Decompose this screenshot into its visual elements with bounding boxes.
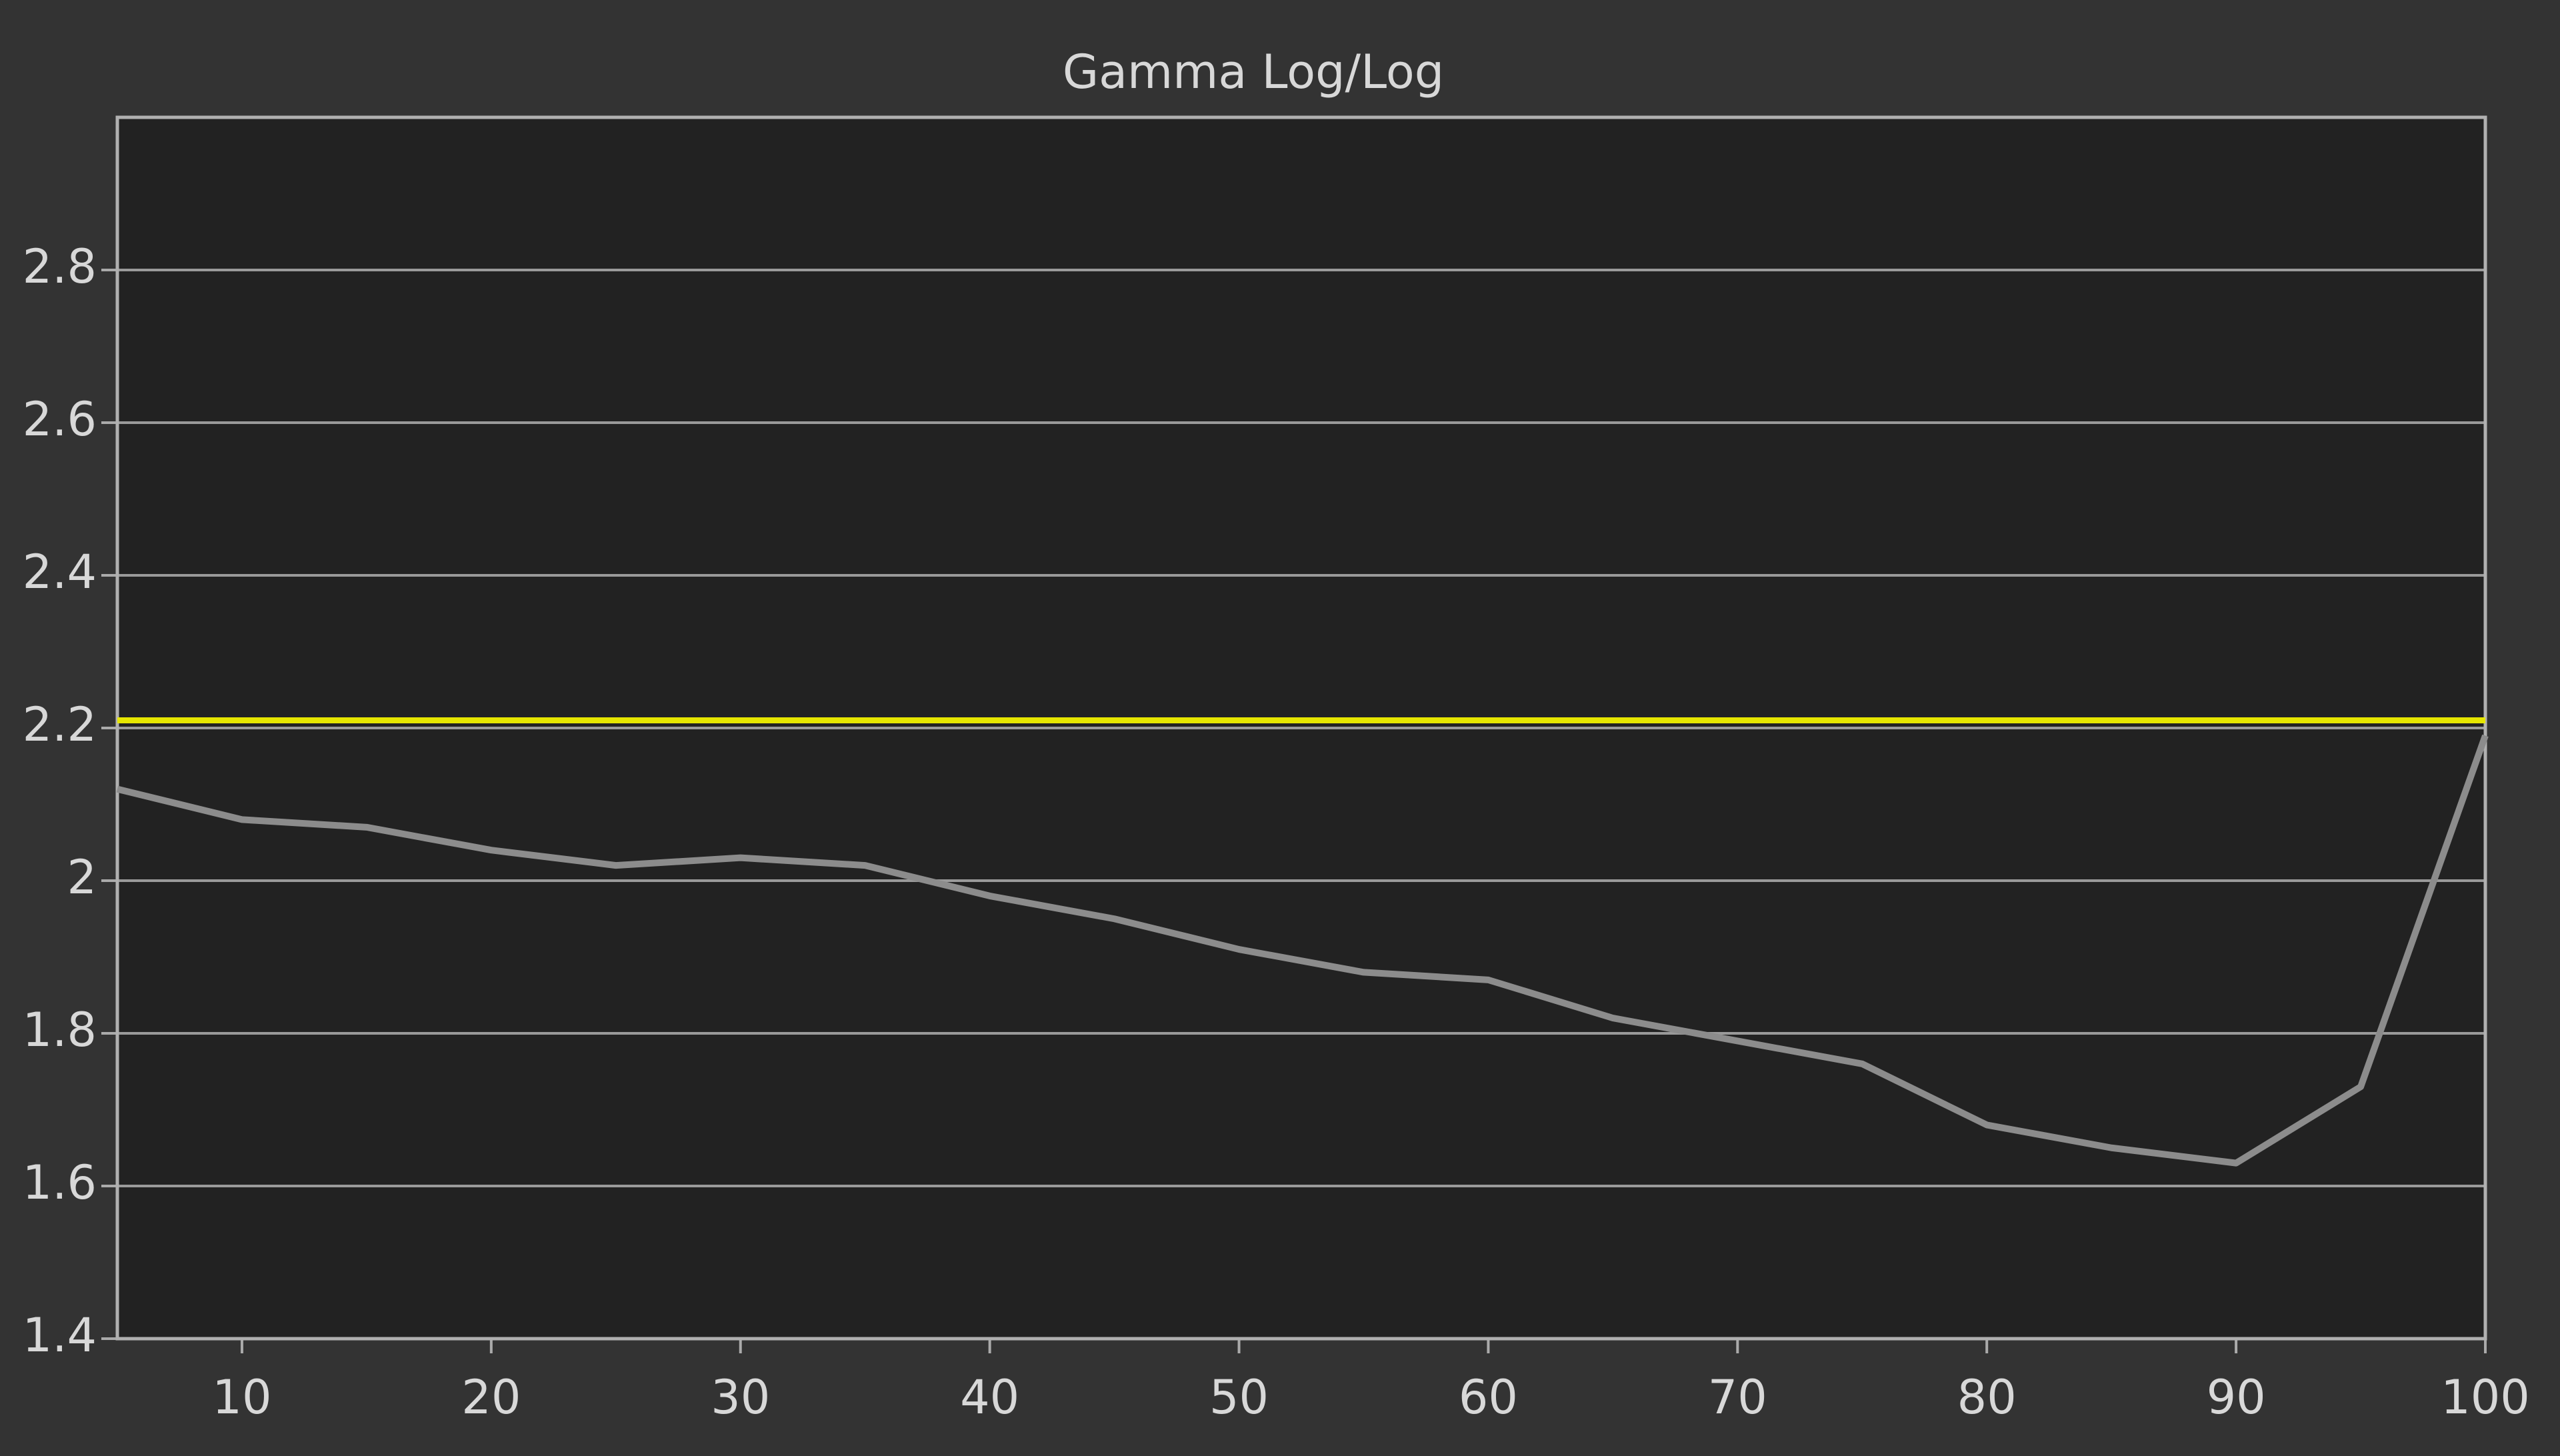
chart-title: Gamma Log/Log [1063,45,1444,99]
x-tick-label: 100 [2441,1370,2530,1425]
y-tick-label: 2.4 [23,545,97,599]
y-tick-label: 2.2 [23,697,97,752]
y-tick-label: 2 [67,850,97,905]
x-tick-label: 30 [711,1370,770,1425]
y-tick-label: 2.8 [23,239,97,294]
plot-border [115,115,2487,1341]
x-tick-label: 20 [461,1370,521,1425]
x-tick-label: 10 [212,1370,271,1425]
series-line [116,734,2489,1167]
x-tick-label: 60 [1459,1370,1518,1425]
y-tick-label: 1.4 [23,1308,97,1363]
y-tick-label: 2.6 [23,392,97,447]
x-tick-label: 70 [1708,1370,1767,1425]
x-tick-label: 90 [2207,1370,2266,1425]
x-tick-label: 80 [1957,1370,2017,1425]
y-tick-label: 1.6 [23,1155,97,1210]
y-tick-label: 1.8 [23,1003,97,1057]
x-tick-label: 50 [1209,1370,1269,1425]
x-tick-label: 40 [960,1370,1019,1425]
